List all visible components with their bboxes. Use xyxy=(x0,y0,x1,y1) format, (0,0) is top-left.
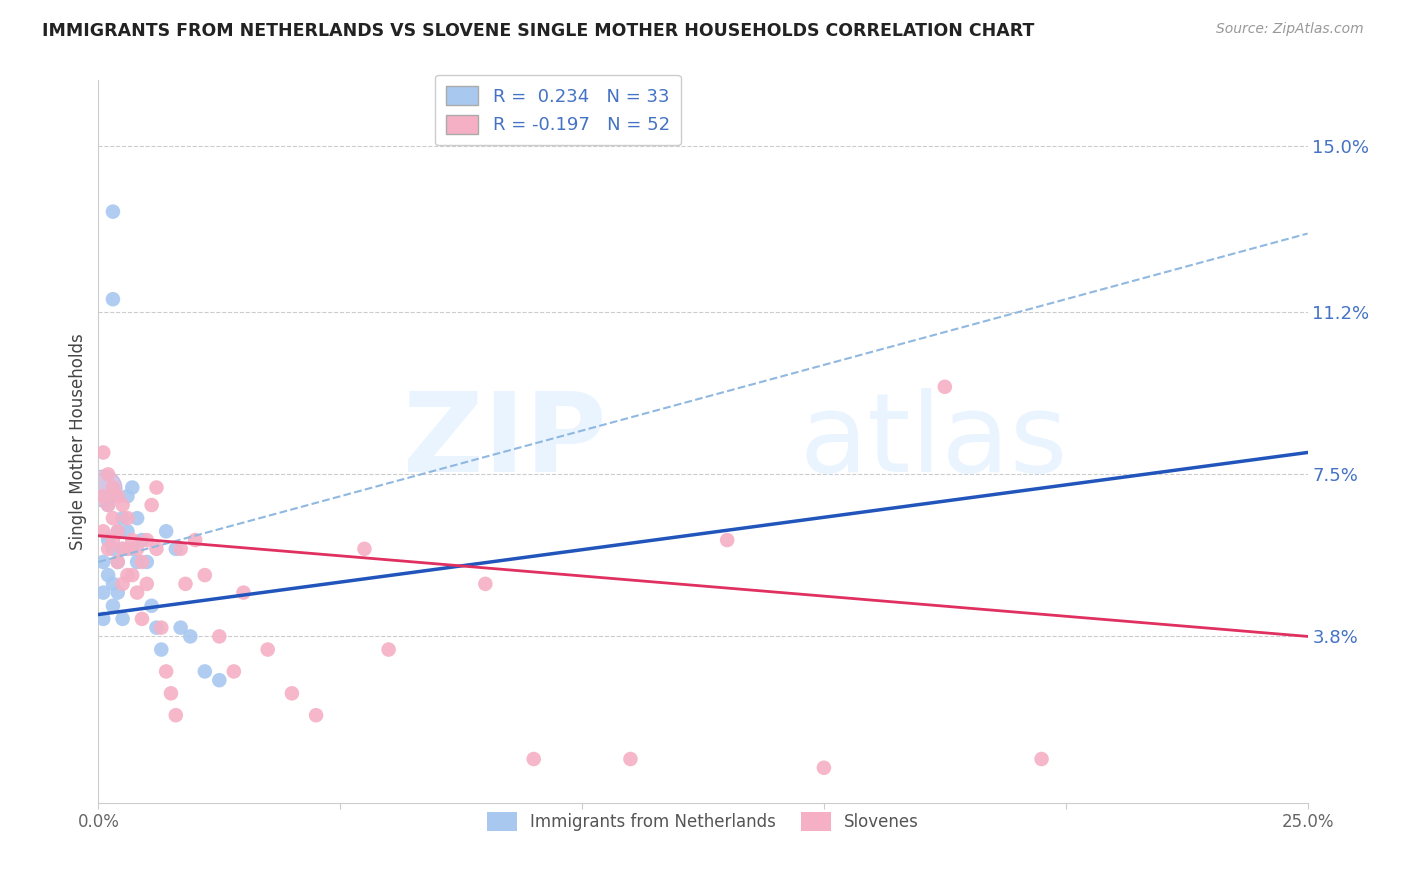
Point xyxy=(97,498,120,512)
Text: ZIP: ZIP xyxy=(404,388,606,495)
Point xyxy=(91,445,114,459)
Point xyxy=(121,533,143,547)
Point xyxy=(179,629,201,643)
Point xyxy=(131,533,153,547)
Point xyxy=(121,481,143,495)
Point xyxy=(169,621,191,635)
Point xyxy=(127,511,149,525)
Point xyxy=(91,585,114,599)
Point xyxy=(101,533,124,547)
Point xyxy=(160,686,183,700)
Point xyxy=(377,642,399,657)
Point xyxy=(101,599,124,613)
Text: Source: ZipAtlas.com: Source: ZipAtlas.com xyxy=(1216,22,1364,37)
Point xyxy=(813,761,835,775)
Point xyxy=(208,673,231,688)
Point xyxy=(107,524,129,539)
Point xyxy=(619,752,641,766)
Point xyxy=(97,498,120,512)
Point xyxy=(107,585,129,599)
Point xyxy=(117,489,139,503)
Point xyxy=(107,555,129,569)
Point xyxy=(127,541,149,556)
Point xyxy=(155,665,177,679)
Point xyxy=(101,292,124,306)
Point xyxy=(184,533,207,547)
Point xyxy=(232,585,254,599)
Point xyxy=(145,621,167,635)
Point xyxy=(117,568,139,582)
Point xyxy=(131,612,153,626)
Text: atlas: atlas xyxy=(800,388,1069,495)
Point xyxy=(141,498,163,512)
Point xyxy=(91,524,114,539)
Legend: Immigrants from Netherlands, Slovenes: Immigrants from Netherlands, Slovenes xyxy=(479,805,927,838)
Point xyxy=(135,555,157,569)
Point xyxy=(101,577,124,591)
Point xyxy=(155,524,177,539)
Point xyxy=(121,568,143,582)
Point xyxy=(91,555,114,569)
Point xyxy=(107,489,129,503)
Point xyxy=(97,541,120,556)
Point xyxy=(141,599,163,613)
Point xyxy=(107,524,129,539)
Point xyxy=(474,577,496,591)
Point xyxy=(305,708,328,723)
Point xyxy=(208,629,231,643)
Point xyxy=(716,533,738,547)
Point xyxy=(111,541,134,556)
Point xyxy=(135,577,157,591)
Point xyxy=(101,204,124,219)
Point xyxy=(934,380,956,394)
Point xyxy=(111,541,134,556)
Point xyxy=(194,568,217,582)
Text: IMMIGRANTS FROM NETHERLANDS VS SLOVENE SINGLE MOTHER HOUSEHOLDS CORRELATION CHAR: IMMIGRANTS FROM NETHERLANDS VS SLOVENE S… xyxy=(42,22,1035,40)
Point xyxy=(281,686,304,700)
Point xyxy=(101,511,124,525)
Point xyxy=(91,489,114,503)
Point xyxy=(194,665,217,679)
Point xyxy=(523,752,546,766)
Point xyxy=(97,533,120,547)
Point xyxy=(111,577,134,591)
Point xyxy=(91,481,114,495)
Point xyxy=(135,533,157,547)
Point xyxy=(97,467,120,482)
Point xyxy=(174,577,197,591)
Point xyxy=(256,642,278,657)
Point xyxy=(1031,752,1053,766)
Point xyxy=(222,665,245,679)
Point xyxy=(117,541,139,556)
Point xyxy=(111,612,134,626)
Point xyxy=(353,541,375,556)
Point xyxy=(150,642,173,657)
Point xyxy=(111,511,134,525)
Point xyxy=(150,621,173,635)
Point xyxy=(127,585,149,599)
Point xyxy=(111,498,134,512)
Point xyxy=(127,555,149,569)
Point xyxy=(165,541,187,556)
Point xyxy=(101,541,124,556)
Point xyxy=(165,708,187,723)
Point xyxy=(101,481,124,495)
Point xyxy=(131,555,153,569)
Point xyxy=(107,555,129,569)
Point xyxy=(97,568,120,582)
Point xyxy=(145,541,167,556)
Point xyxy=(121,541,143,556)
Y-axis label: Single Mother Households: Single Mother Households xyxy=(69,334,87,549)
Point xyxy=(169,541,191,556)
Point xyxy=(117,524,139,539)
Point xyxy=(117,511,139,525)
Point xyxy=(145,481,167,495)
Point xyxy=(91,612,114,626)
